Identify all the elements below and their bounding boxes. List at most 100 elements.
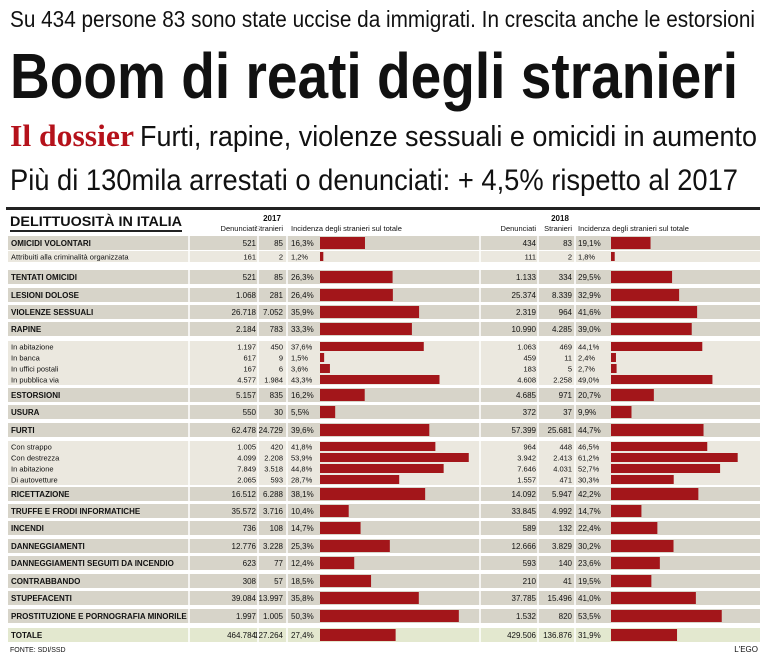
cell: 35,9%	[291, 308, 314, 317]
cell: 4.031	[553, 465, 572, 474]
year-label: 2017	[263, 214, 281, 223]
cell: 25.374	[512, 291, 537, 300]
cell: 29,5%	[578, 273, 601, 282]
bar	[611, 522, 658, 534]
row-label: RICETTAZIONE	[11, 490, 70, 499]
cell: 12.776	[232, 542, 257, 551]
row-band	[8, 405, 760, 419]
bar	[611, 375, 713, 384]
cell: 6.288	[263, 490, 284, 499]
bar	[320, 289, 393, 301]
bar	[320, 271, 393, 283]
cell: 43,3%	[291, 376, 313, 385]
row-label: In abitazione	[11, 343, 54, 352]
row-label: VIOLENZE SESSUALI	[11, 308, 93, 317]
cell: 4.285	[552, 325, 573, 334]
row-label: In pubblica via	[11, 376, 60, 385]
cell: 2.184	[236, 325, 257, 334]
cell: 77	[274, 559, 283, 568]
bar	[611, 540, 674, 552]
row-label: DANNEGGIAMENTI	[11, 542, 85, 551]
cell: 61,2%	[578, 454, 600, 463]
row-label: FURTI	[11, 426, 35, 435]
cell: 30	[274, 408, 283, 417]
row-label: CONTRABBANDO	[11, 577, 80, 586]
cell: 62.478	[232, 426, 257, 435]
cell: 7.646	[517, 465, 536, 474]
cell: 308	[243, 577, 257, 586]
bar	[611, 306, 698, 318]
cell: 2.208	[264, 454, 283, 463]
deck: Più di 130mila arrestati o denunciati: +…	[10, 164, 738, 197]
cell: 5.157	[236, 391, 257, 400]
cell: 31,9%	[578, 631, 601, 640]
bar	[611, 575, 652, 587]
bar	[611, 442, 708, 451]
bar	[320, 488, 426, 500]
cell: 13.997	[259, 594, 284, 603]
bar	[611, 342, 703, 351]
cell: 835	[270, 391, 284, 400]
cell: 33,3%	[291, 325, 314, 334]
cell: 167	[243, 365, 256, 374]
cell: 334	[559, 273, 573, 282]
cell: 16.512	[232, 490, 257, 499]
row-label: PROSTITUZIONE E PORNOGRAFIA MINORILE	[11, 612, 187, 621]
cell: 41,6%	[578, 308, 601, 317]
cell: 420	[270, 443, 283, 452]
cell: 9,9%	[578, 408, 596, 417]
row-label: INCENDI	[11, 524, 44, 533]
cell: 41,8%	[291, 443, 313, 452]
cell: 4.685	[516, 391, 537, 400]
cell: 1.068	[236, 291, 257, 300]
cell: 2	[568, 253, 572, 262]
cell: 37.785	[512, 594, 537, 603]
cell: 593	[270, 476, 283, 485]
cell: 9	[279, 354, 283, 363]
column-header: Incidenza degli stranieri sul totale	[291, 224, 402, 233]
cell: 18,5%	[291, 577, 314, 586]
cell: 11	[564, 354, 572, 363]
column-header: Denunciati	[221, 224, 257, 233]
year-label: 2018	[551, 214, 569, 223]
row-band	[8, 236, 760, 250]
cell: 617	[243, 354, 256, 363]
cell: 464.784	[227, 631, 256, 640]
cell: 41	[563, 577, 572, 586]
cell: 3,6%	[291, 365, 308, 374]
cell: 1.063	[517, 343, 536, 352]
cell: 1.557	[517, 476, 536, 485]
row-label: STUPEFACENTI	[11, 594, 72, 603]
cell: 53,9%	[291, 454, 313, 463]
bar	[320, 375, 440, 384]
row-label: In abitazione	[11, 465, 54, 474]
cell: 26,3%	[291, 273, 314, 282]
cell: 46,5%	[578, 443, 600, 452]
bar	[320, 389, 365, 401]
bar	[320, 475, 400, 484]
cell: 521	[243, 239, 257, 248]
cell: 471	[559, 476, 572, 485]
cell: 37	[563, 408, 572, 417]
row-band	[8, 521, 760, 535]
cell: 183	[523, 365, 536, 374]
row-band	[8, 574, 760, 588]
cell: 12.666	[512, 542, 537, 551]
cell: 57	[274, 577, 283, 586]
bar	[611, 464, 721, 473]
cell: 127.264	[254, 631, 283, 640]
bar	[320, 540, 390, 552]
cell: 39,6%	[291, 426, 314, 435]
cell: 736	[243, 524, 257, 533]
cell: 964	[559, 308, 573, 317]
cell: 429.506	[507, 631, 536, 640]
bar	[320, 592, 419, 604]
cell: 33.845	[512, 507, 537, 516]
cell: 5.947	[552, 490, 573, 499]
row-band	[8, 388, 760, 402]
cell: 1.005	[237, 443, 256, 452]
cell: 1.984	[264, 376, 283, 385]
cell: 26.718	[232, 308, 257, 317]
cell: 820	[559, 612, 573, 621]
row-band	[8, 504, 760, 518]
